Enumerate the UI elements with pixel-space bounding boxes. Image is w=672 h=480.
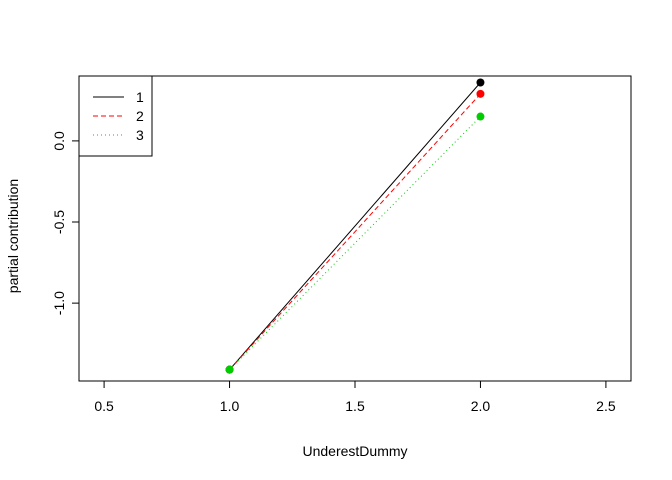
y-tick-label: -0.5: [51, 210, 67, 234]
plot-frame: [78, 75, 632, 382]
y-tick-label: -1.0: [51, 291, 67, 315]
y-axis: -1.0 -0.5 0.0: [51, 131, 80, 315]
series-layer: [225, 78, 485, 374]
plot-area: [78, 75, 632, 382]
y-axis-label: partial contribution: [5, 179, 21, 293]
x-axis-label: UnderestDummy: [302, 443, 407, 459]
legend-label-1: 1: [136, 89, 144, 105]
series-point-3: [225, 365, 234, 374]
series-point-3: [476, 112, 485, 121]
legend-label-3: 3: [136, 127, 144, 143]
series-point-1: [476, 78, 485, 87]
series-line-3: [229, 116, 481, 370]
series-line-2: [229, 93, 481, 370]
x-tick-label: 1.0: [220, 398, 240, 414]
series-point-2: [476, 89, 485, 98]
x-tick-label: 2.0: [471, 398, 491, 414]
series-line-1: [229, 82, 481, 370]
legend: 1 2 3: [78, 75, 153, 157]
legend-label-2: 2: [136, 108, 144, 124]
x-tick-label: 0.5: [94, 398, 114, 414]
x-tick-label: 1.5: [345, 398, 365, 414]
legend-box: [78, 75, 153, 157]
y-tick-label: 0.0: [51, 131, 67, 151]
x-axis: 0.5 1.0 1.5 2.0 2.5: [94, 380, 616, 414]
x-tick-label: 2.5: [596, 398, 616, 414]
